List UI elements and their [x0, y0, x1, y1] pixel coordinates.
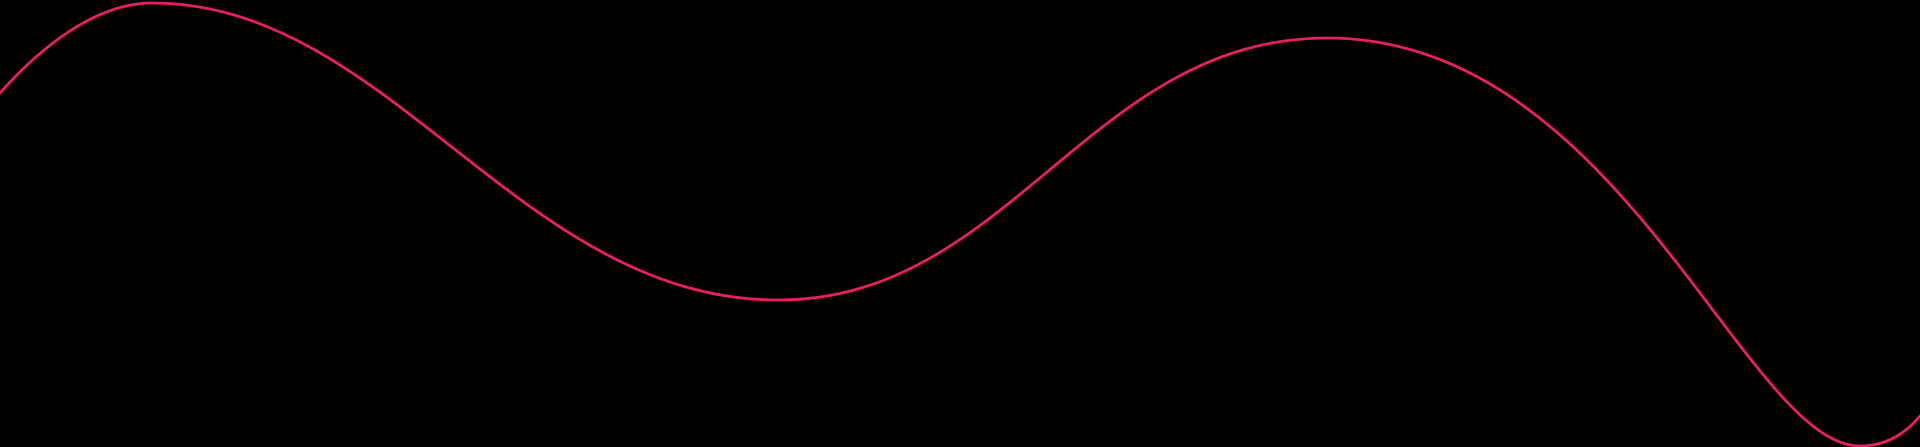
wave-curve-path: [0, 1, 1920, 447]
chart-canvas: [0, 0, 1920, 447]
curve-chart: [0, 1, 1920, 447]
